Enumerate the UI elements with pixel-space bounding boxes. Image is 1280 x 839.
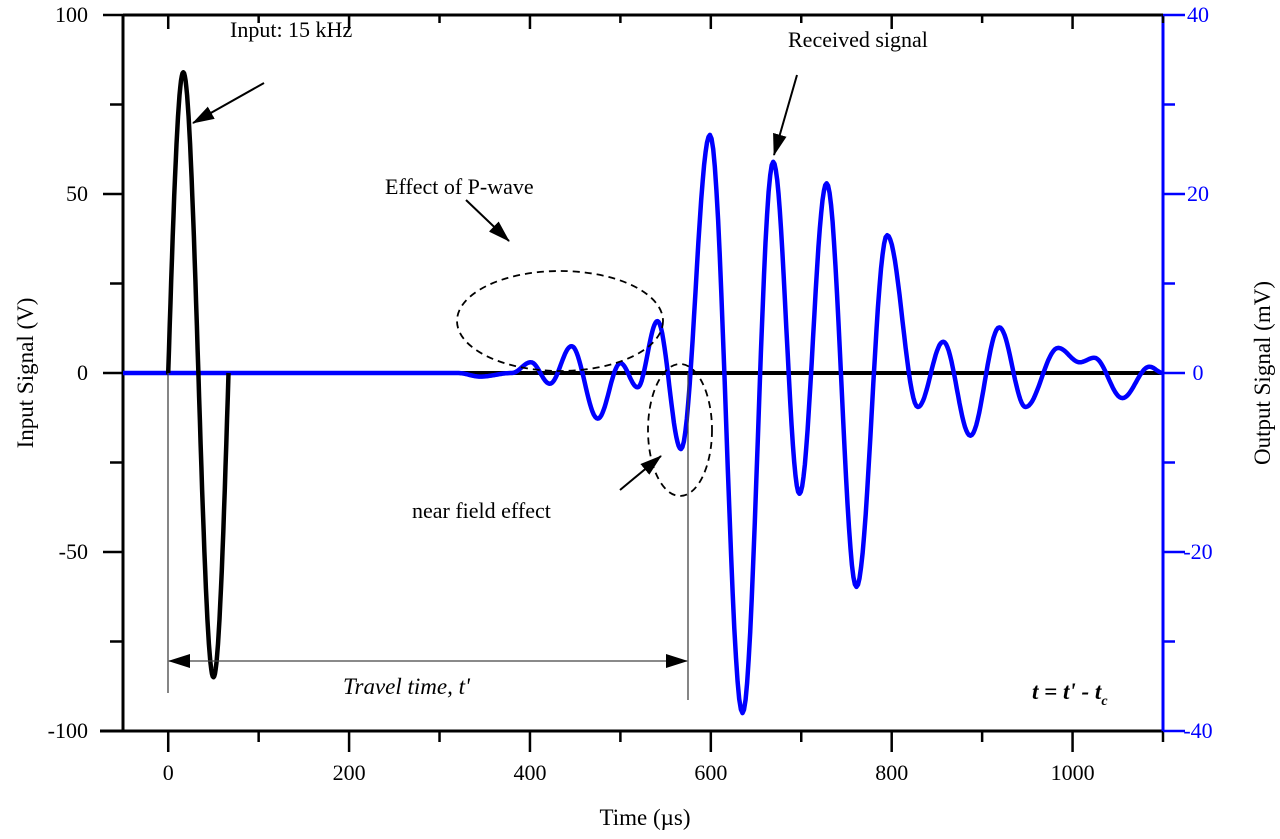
x-tick-label: 0 — [163, 760, 174, 785]
x-tick-label: 600 — [694, 760, 727, 785]
output-signal-line — [123, 132, 1165, 716]
x-tick-label: 1000 — [1051, 760, 1095, 785]
formula: t = t' - tc — [1032, 679, 1108, 709]
nearfield-ellipse — [647, 363, 713, 497]
y-right-tick-label: 20 — [1187, 181, 1209, 206]
nearfield-arrow — [619, 455, 662, 491]
y-left-tick-label: -100 — [48, 718, 88, 743]
pwave-label: Effect of P-wave — [385, 174, 534, 199]
series-layer — [123, 70, 1165, 716]
y-right-tick-label: -20 — [1183, 539, 1212, 564]
x-tick-label: 800 — [875, 760, 908, 785]
y-right-axis-title: Output Signal (mV) — [1250, 281, 1275, 465]
y-left-tick-label: 50 — [66, 181, 88, 206]
y-right-tick-label: -40 — [1183, 718, 1212, 743]
received-label: Received signal — [788, 27, 928, 52]
nearfield-label: near field effect — [412, 498, 551, 523]
input-arrow — [192, 82, 265, 124]
input-signal-line — [165, 70, 231, 680]
travel-time-label: Travel time, t' — [343, 674, 471, 699]
pwave-arrow — [465, 199, 510, 242]
input-label: Input: 15 kHz — [230, 17, 352, 42]
y-right-tick-label: 0 — [1193, 360, 1204, 385]
y-right-tick-label: 40 — [1187, 2, 1209, 27]
pwave-ellipse — [456, 270, 664, 372]
y-left-axis-title: Input Signal (V) — [13, 298, 38, 449]
received-arrow — [773, 74, 798, 156]
x-tick-label: 400 — [513, 760, 546, 785]
axes: 0 200 400 600 800 1000100500-50-10040200-20-4… — [48, 2, 1213, 785]
annotations: Travel time, t' Input: 15 kHz Received s… — [167, 17, 1108, 709]
y-left-tick-label: 0 — [77, 360, 88, 385]
y-left-tick-label: -50 — [59, 539, 88, 564]
x-tick-label: 200 — [333, 760, 366, 785]
y-left-tick-label: 100 — [55, 2, 88, 27]
x-axis-title: Time (µs) — [599, 805, 690, 830]
